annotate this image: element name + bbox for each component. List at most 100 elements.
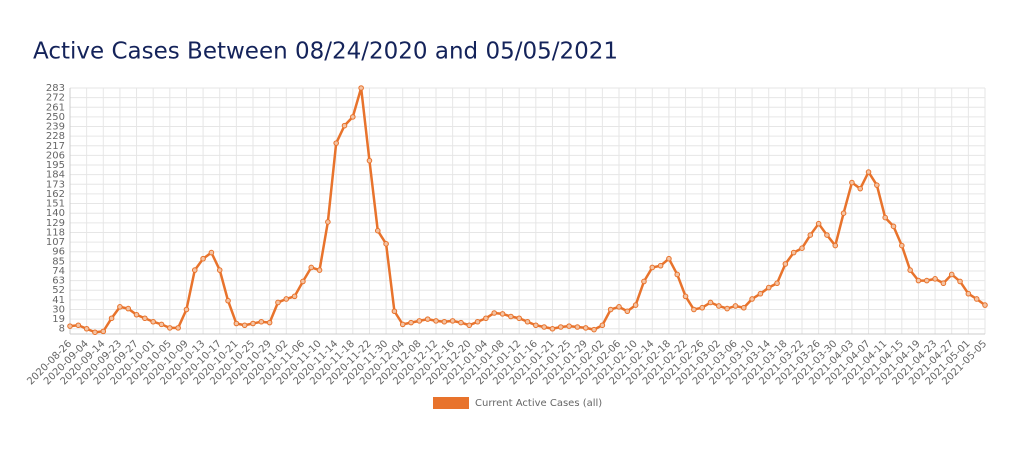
data-point xyxy=(740,304,747,311)
y-tick-label: 162 xyxy=(46,189,65,200)
data-point xyxy=(973,296,980,302)
data-point xyxy=(175,325,181,331)
legend-swatch xyxy=(433,397,469,409)
data-point xyxy=(333,140,339,146)
y-tick-label: 96 xyxy=(52,247,65,258)
data-point xyxy=(599,322,606,329)
data-point xyxy=(374,227,381,234)
data-point xyxy=(183,306,190,313)
data-point xyxy=(965,290,972,297)
y-tick-label: 19 xyxy=(52,314,65,325)
data-point xyxy=(666,255,672,262)
data-point xyxy=(474,318,481,325)
data-point xyxy=(216,267,223,273)
data-point xyxy=(108,315,115,322)
data-point xyxy=(957,278,963,285)
data-point xyxy=(799,245,805,252)
data-point xyxy=(932,276,938,282)
data-point xyxy=(142,315,148,322)
y-tick-label: 250 xyxy=(46,112,65,123)
data-point xyxy=(566,323,572,329)
data-point xyxy=(699,304,705,311)
data-point xyxy=(591,326,597,333)
data-point xyxy=(874,182,880,188)
data-point xyxy=(300,278,306,285)
data-point xyxy=(358,85,364,91)
data-point xyxy=(541,324,547,330)
data-point xyxy=(67,323,73,329)
data-point xyxy=(607,306,614,313)
data-point xyxy=(241,322,248,329)
data-point xyxy=(466,322,473,329)
data-point xyxy=(92,329,98,336)
data-point xyxy=(499,311,506,317)
data-point xyxy=(391,308,398,315)
data-point xyxy=(815,220,822,227)
y-tick-label: 107 xyxy=(46,237,65,248)
y-tick-label: 8 xyxy=(59,324,65,335)
data-point xyxy=(533,322,539,329)
data-point xyxy=(907,267,913,273)
y-tick-label: 239 xyxy=(46,122,65,133)
data-point xyxy=(399,321,406,328)
data-point xyxy=(316,267,323,273)
y-tick-label: 283 xyxy=(46,83,65,94)
data-point xyxy=(433,318,439,324)
y-tick-label: 118 xyxy=(46,227,65,238)
data-point xyxy=(765,284,772,291)
data-point xyxy=(682,293,689,300)
data-point xyxy=(865,169,872,175)
y-tick-label: 228 xyxy=(46,131,65,142)
data-point xyxy=(516,315,522,322)
data-point xyxy=(383,241,389,247)
data-point xyxy=(291,293,298,300)
data-point xyxy=(275,299,281,306)
data-point xyxy=(524,318,531,325)
data-point xyxy=(724,305,730,312)
y-tick-label: 41 xyxy=(52,295,65,306)
data-point xyxy=(366,157,373,164)
data-point xyxy=(732,303,739,309)
data-point xyxy=(483,315,489,322)
data-point xyxy=(716,303,722,309)
data-point xyxy=(83,325,90,332)
data-point xyxy=(167,325,173,331)
data-point xyxy=(233,320,240,327)
y-tick-label: 217 xyxy=(46,141,65,152)
data-point xyxy=(125,305,132,312)
data-point xyxy=(408,319,414,326)
data-point xyxy=(857,185,864,192)
y-tick-label: 261 xyxy=(46,102,65,113)
data-point xyxy=(117,304,123,310)
data-point xyxy=(790,249,797,256)
data-point xyxy=(616,304,622,310)
data-point xyxy=(441,318,448,325)
data-point xyxy=(508,313,514,320)
data-point xyxy=(757,290,764,297)
y-tick-label: 129 xyxy=(46,218,65,229)
data-point xyxy=(674,271,681,278)
data-point xyxy=(832,242,839,249)
data-point xyxy=(416,318,423,324)
data-point xyxy=(557,324,564,330)
data-point xyxy=(824,232,830,238)
data-point xyxy=(283,296,290,302)
data-point xyxy=(191,267,198,273)
data-point xyxy=(258,318,265,325)
y-tick-label: 195 xyxy=(46,160,65,171)
data-point xyxy=(158,321,165,328)
data-point xyxy=(574,324,581,330)
y-tick-label: 74 xyxy=(52,266,65,277)
data-point xyxy=(849,179,855,186)
data-point xyxy=(341,122,348,129)
data-point xyxy=(882,214,888,221)
data-point xyxy=(641,278,647,285)
y-tick-label: 184 xyxy=(46,170,65,181)
data-point xyxy=(225,297,231,304)
data-point xyxy=(308,264,315,271)
data-point xyxy=(208,249,215,256)
data-point xyxy=(582,325,589,331)
data-point xyxy=(200,255,206,262)
series-line xyxy=(69,87,986,334)
